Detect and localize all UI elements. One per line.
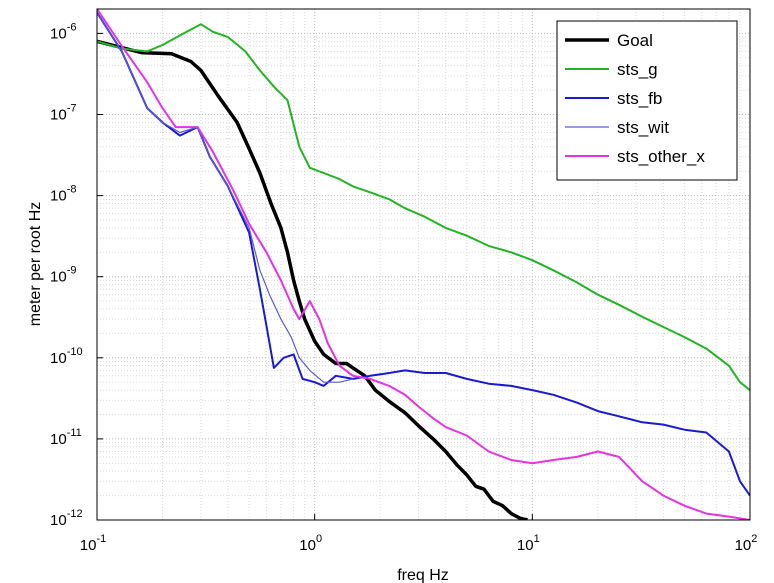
legend-box (556, 20, 738, 181)
y-tick-label: 10-9 (50, 265, 76, 286)
x-tick-label: 101 (517, 533, 540, 554)
series-line-sts_g (97, 23, 750, 391)
x-tick-label: 10-1 (80, 533, 106, 554)
series-line-sts_wit (97, 12, 354, 383)
y-tick-label: 10-12 (50, 508, 83, 529)
legend-label-sts_g: sts_g (617, 60, 658, 79)
y-tick-label: 10-6 (50, 21, 76, 42)
plot-frame (96, 8, 751, 521)
series-line-sts_other_x (97, 9, 750, 520)
y-axis-label: meter per root Hz (27, 202, 44, 326)
y-tick-label: 10-7 (50, 103, 76, 124)
legend-label-sts_other_x: sts_other_x (617, 147, 705, 166)
y-tick-label: 10-8 (50, 184, 76, 205)
series-line-Goal (97, 39, 528, 520)
x-tick-label: 102 (735, 533, 758, 554)
legend-label-Goal: Goal (617, 31, 653, 50)
grid (96, 8, 750, 521)
x-axis-label: freq Hz (397, 567, 449, 583)
x-tick-label: 100 (299, 533, 322, 554)
legend: Goal sts_g sts_fb sts_wit sts_other_x (556, 20, 738, 181)
legend-label-sts_fb: sts_fb (617, 89, 662, 108)
y-tick-label: 10-11 (50, 427, 82, 448)
legend-label-sts_wit: sts_wit (617, 118, 669, 137)
series-lines (97, 9, 750, 520)
y-tick-label: 10-10 (50, 346, 83, 367)
axis-ticks: 10-1 100 101 102 10-12 10-11 10-10 10-9 10-8 10-7… (50, 21, 757, 554)
